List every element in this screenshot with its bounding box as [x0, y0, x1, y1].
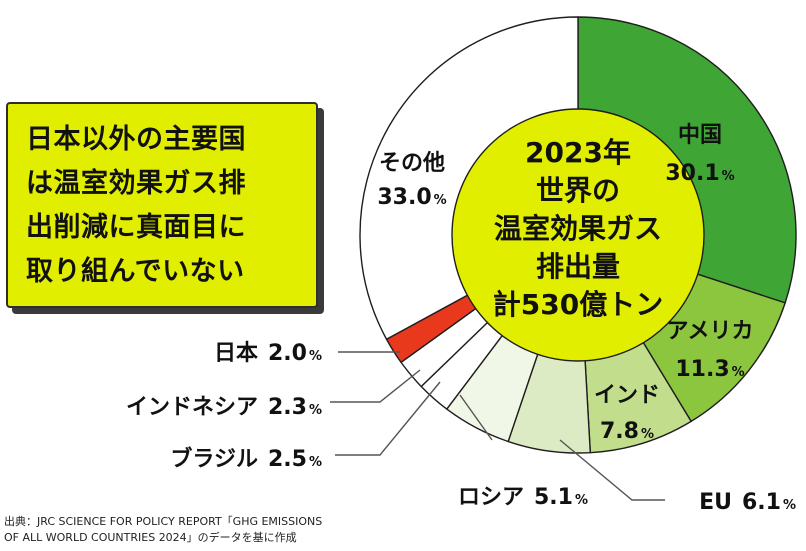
label-name: 日本 [214, 341, 258, 366]
label-value-number: 2.3 [268, 395, 307, 420]
center-label-line: 温室効果ガス [494, 212, 662, 245]
label-name-india: インド [594, 383, 660, 408]
label-unit: % [732, 365, 745, 380]
center-label-line: 排出量 [536, 250, 620, 283]
center-label-line: 世界の [536, 174, 620, 207]
label-value-number: 30.1 [665, 161, 719, 186]
label-name: ロシア [458, 485, 524, 510]
label-russia: ロシア 5.1% [458, 485, 588, 510]
label-unit: % [783, 498, 796, 513]
label-value-number: 2.0 [268, 341, 307, 366]
source-note: 出典：JRC SCIENCE FOR POLICY REPORT「GHG EMI… [4, 514, 322, 546]
leader-line-brazil [335, 381, 441, 456]
label-name-china: 中国 [678, 123, 722, 148]
callout-line: 取り組んでいない [26, 256, 245, 287]
label-value-number: 11.3 [675, 357, 729, 382]
callout-line: は温室効果ガス排 [26, 168, 246, 199]
label-unit: % [575, 493, 588, 508]
leader-line-russia [459, 394, 493, 441]
label-unit: % [309, 403, 322, 418]
center-label-line: 2023年 [525, 136, 631, 169]
label-indonesia: インドネシア 2.3% [126, 395, 322, 420]
leader-line-eu [559, 439, 665, 501]
callout-line: 日本以外の主要国 [26, 124, 246, 155]
label-name: インドネシア [126, 395, 258, 420]
label-brazil: ブラジル 2.5% [170, 446, 322, 472]
label-value-number: 33.0 [377, 185, 431, 210]
leader-lines [330, 351, 665, 501]
label-value-number: 6.1 [742, 490, 781, 515]
leader-line-indonesia [330, 369, 421, 403]
label-name: ブラジル [170, 446, 258, 472]
label-value-usa: 11.3% [675, 357, 744, 382]
label-unit: % [309, 455, 322, 470]
label-name: EU [699, 490, 732, 515]
callout-line: 出削減に真面目に [26, 212, 246, 243]
source-line: 出典：JRC SCIENCE FOR POLICY REPORT「GHG EMI… [4, 515, 323, 528]
label-unit: % [641, 427, 654, 442]
label-value-china: 30.1% [665, 161, 734, 186]
label-value-others: 33.0% [377, 185, 446, 210]
label-name-others: その他 [379, 151, 445, 176]
label-value-number: 5.1 [534, 485, 573, 510]
label-value-india: 7.8% [600, 419, 654, 444]
label-japan: 日本 2.0% [214, 341, 322, 366]
label-value-number: 2.5 [268, 447, 307, 472]
center-circle [451, 108, 705, 362]
center-label-line: 計530億トン [493, 288, 663, 321]
label-name-usa: アメリカ [667, 319, 754, 344]
label-value-number: 7.8 [600, 419, 639, 444]
label-unit: % [309, 349, 322, 364]
source-line: OF ALL WORLD COUNTRIES 2024」のデータを基に作成 [4, 531, 297, 544]
label-unit: % [722, 169, 735, 184]
callout-box: 日本以外の主要国 は温室効果ガス排 出削減に真面目に 取り組んでいない [6, 102, 318, 308]
label-eu: EU 6.1% [699, 490, 796, 515]
label-unit: % [434, 193, 447, 208]
